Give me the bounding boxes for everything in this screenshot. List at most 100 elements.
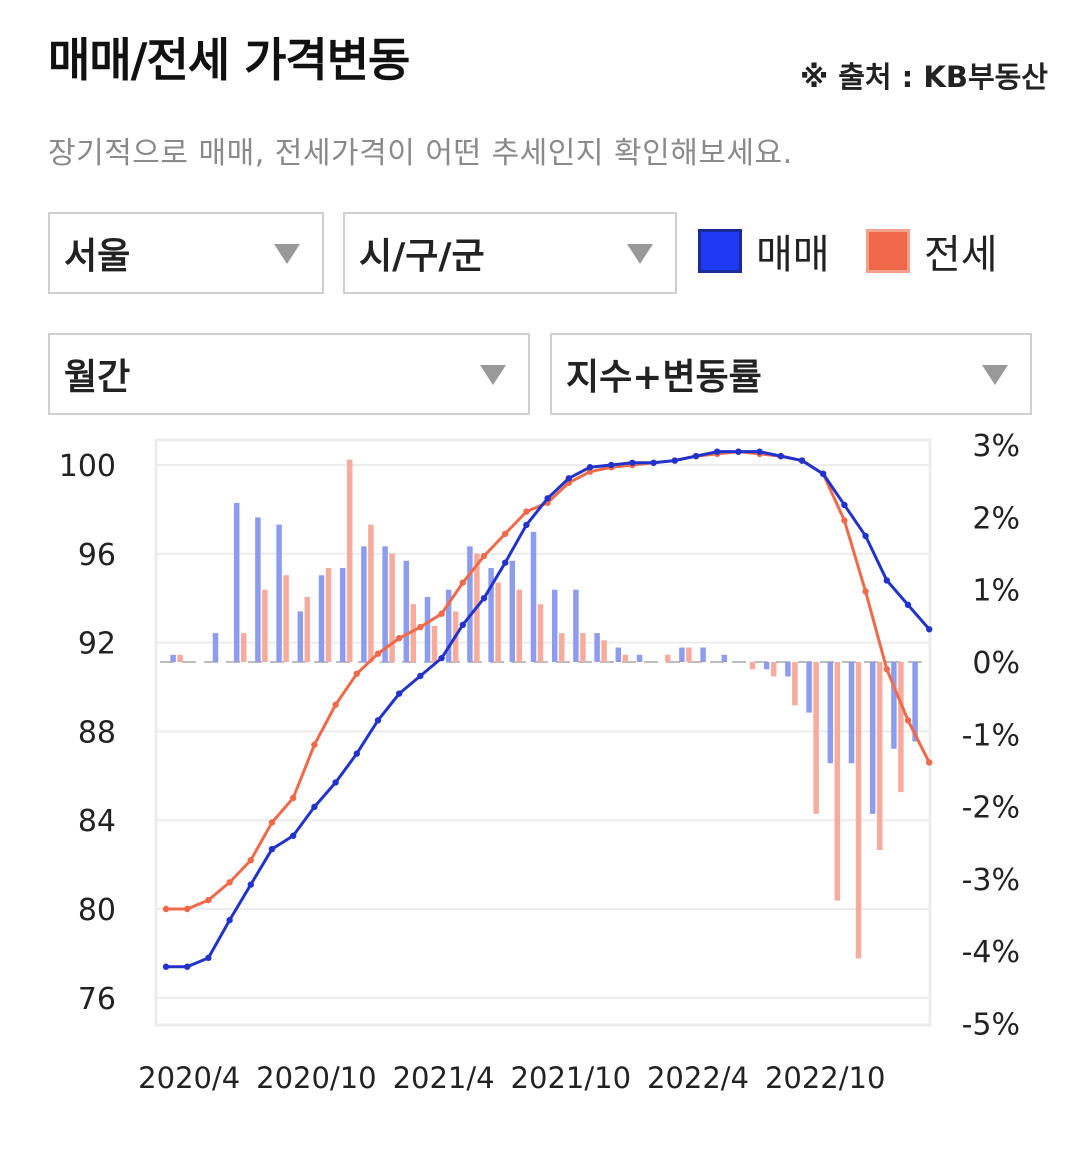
sale-swatch-icon bbox=[698, 229, 742, 273]
jeonse-index-point bbox=[417, 623, 424, 631]
jeonse-change-bar bbox=[389, 553, 395, 662]
right-axis-tick-label: -1% bbox=[962, 718, 1020, 753]
sale-change-bar bbox=[551, 589, 558, 662]
x-axis-tick-label: 2021/10 bbox=[511, 1061, 631, 1095]
sale-index-point bbox=[353, 750, 360, 757]
sale-change-bar bbox=[509, 560, 516, 662]
plot-area bbox=[154, 438, 932, 1027]
sale-index-point bbox=[374, 717, 382, 724]
chevron-down-icon bbox=[627, 244, 653, 264]
legend-jeonse[interactable]: 전세 bbox=[866, 222, 998, 280]
x-axis-tick-label: 2022/10 bbox=[765, 1061, 885, 1095]
jeonse-index-point bbox=[226, 879, 233, 886]
sale-index-point bbox=[502, 559, 509, 566]
sale-index-point bbox=[692, 452, 700, 460]
region-select[interactable]: 서울 bbox=[48, 212, 324, 294]
left-axis-tick-label: 96 bbox=[78, 538, 116, 573]
sale-index-point bbox=[735, 448, 742, 455]
sale-index-point bbox=[777, 452, 784, 460]
region-select-value: 서울 bbox=[64, 236, 131, 277]
sale-index-point bbox=[268, 845, 276, 853]
right-axis-tick-label: -4% bbox=[962, 935, 1020, 970]
sale-change-bar bbox=[827, 662, 834, 764]
sale-change-bar bbox=[785, 662, 791, 677]
sale-index-point bbox=[247, 881, 254, 888]
sale-index-point bbox=[756, 448, 763, 455]
price-chart: 100 96 92 88 84 80 76 3% 2% 1% 0% -1% -2% -3% -4% -5% 20… bbox=[59, 429, 1020, 1095]
sale-index-point bbox=[459, 621, 466, 629]
jeonse-index-point bbox=[184, 905, 191, 913]
right-axis-tick-label: 1% bbox=[972, 574, 1020, 609]
sale-index-point bbox=[586, 464, 594, 471]
sale-index-point bbox=[311, 803, 318, 811]
jeonse-index-point bbox=[586, 468, 594, 475]
period-select[interactable]: 월간 bbox=[48, 333, 530, 415]
right-axis-tick-label: -3% bbox=[962, 863, 1020, 898]
jeonse-change-bar bbox=[431, 625, 438, 662]
jeonse-change-bar bbox=[262, 589, 268, 662]
x-axis-tick-label: 2020/10 bbox=[256, 1061, 376, 1095]
chevron-down-icon bbox=[274, 244, 300, 264]
jeonse-change-bar bbox=[537, 604, 544, 662]
sale-change-bar bbox=[848, 662, 855, 764]
jeonse-index-point bbox=[438, 610, 445, 617]
left-axis-tick-label: 100 bbox=[59, 449, 116, 484]
right-axis-tick-label: 0% bbox=[972, 646, 1020, 681]
jeonse-change-bar bbox=[177, 654, 183, 662]
metric-select[interactable]: 지수+변동률 bbox=[550, 333, 1032, 415]
sale-change-bar bbox=[530, 531, 537, 662]
sale-index-point bbox=[841, 501, 848, 509]
right-axis-tick-label: -5% bbox=[962, 1008, 1020, 1043]
sale-index-point bbox=[608, 461, 615, 469]
jeonse-change-bar bbox=[855, 662, 862, 959]
sale-index-point bbox=[671, 457, 678, 464]
jeonse-change-bar bbox=[601, 640, 607, 662]
district-select[interactable]: 시/구/군 bbox=[343, 212, 677, 294]
sale-index-point bbox=[184, 963, 191, 970]
jeonse-change-bar bbox=[346, 459, 353, 662]
source-label: ※ 출처 : KB부동산 bbox=[799, 60, 1048, 94]
legend-sale[interactable]: 매매 bbox=[698, 222, 830, 280]
sale-change-bar bbox=[679, 647, 685, 662]
jeonse-index-point bbox=[502, 530, 509, 538]
jeonse-change-bar bbox=[686, 647, 692, 662]
left-axis-tick-label: 88 bbox=[78, 715, 116, 750]
jeonse-change-bar bbox=[876, 662, 883, 850]
jeonse-change-bar bbox=[664, 654, 671, 662]
jeonse-change-bar bbox=[558, 633, 565, 662]
jeonse-change-bar bbox=[325, 568, 332, 662]
sale-index-point bbox=[565, 475, 572, 482]
sale-change-bar bbox=[636, 654, 643, 662]
sale-change-bar bbox=[276, 524, 282, 662]
sale-change-bar bbox=[721, 654, 728, 662]
chevron-down-icon bbox=[982, 365, 1008, 385]
sale-index-point bbox=[417, 672, 424, 680]
jeonse-swatch-icon bbox=[866, 229, 910, 273]
sale-change-bar bbox=[445, 589, 452, 662]
sale-change-bar bbox=[891, 662, 897, 749]
sale-index-point bbox=[650, 459, 657, 466]
sale-change-bar bbox=[467, 546, 473, 662]
jeonse-change-bar bbox=[580, 633, 586, 662]
legend-jeonse-label: 전세 bbox=[924, 232, 998, 278]
right-axis-tick-label: 3% bbox=[972, 429, 1020, 464]
sale-index-point bbox=[162, 963, 170, 970]
sale-change-bar bbox=[806, 662, 812, 713]
jeonse-change-bar bbox=[304, 596, 311, 662]
sale-change-bar bbox=[573, 589, 579, 662]
right-axis-tick-label: -2% bbox=[962, 791, 1020, 826]
right-axis-tick-label: 2% bbox=[972, 501, 1020, 536]
sale-change-bar bbox=[869, 662, 876, 814]
jeonse-change-bar bbox=[770, 662, 777, 677]
sale-change-bar bbox=[318, 575, 325, 662]
sale-index-point bbox=[290, 832, 297, 839]
jeonse-index-point bbox=[523, 508, 530, 515]
jeonse-change-bar bbox=[410, 604, 417, 662]
jeonse-change-bar bbox=[240, 633, 247, 662]
sale-index-point bbox=[205, 954, 212, 962]
sale-index-point bbox=[904, 601, 912, 609]
legend-sale-label: 매매 bbox=[756, 232, 830, 278]
sale-change-bar bbox=[361, 546, 367, 662]
left-axis-tick-label: 92 bbox=[78, 627, 116, 662]
